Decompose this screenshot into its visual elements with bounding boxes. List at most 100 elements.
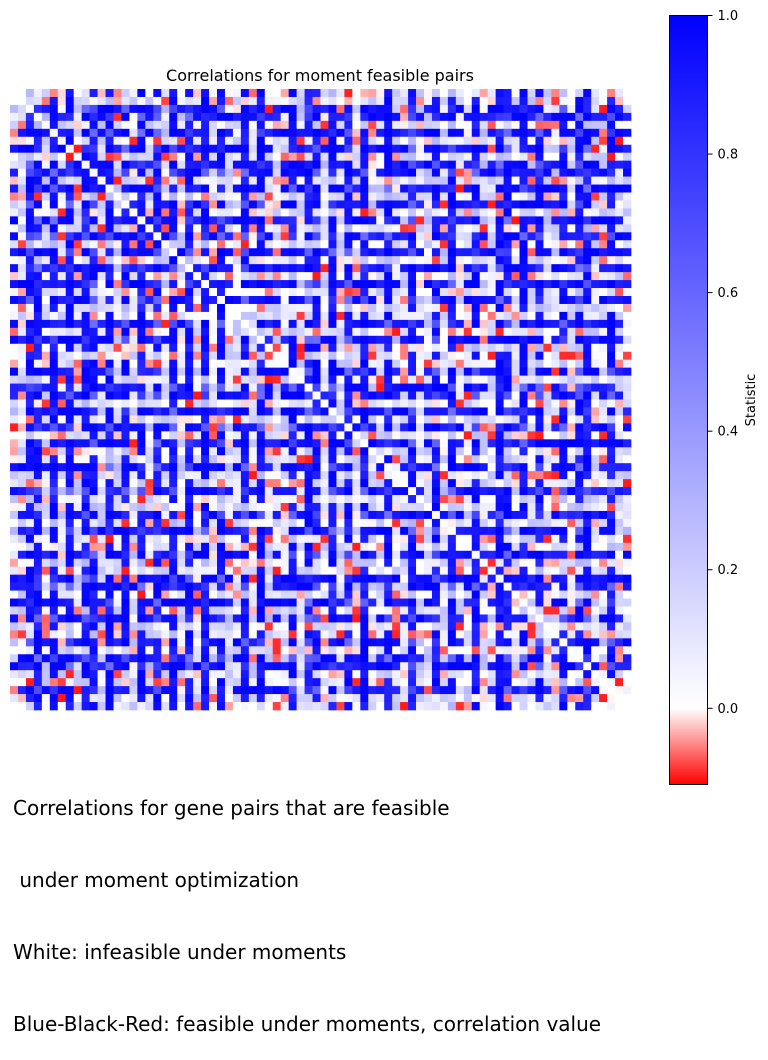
heatmap-cell <box>583 566 592 575</box>
heatmap-cell <box>487 128 496 138</box>
heatmap-cell <box>201 208 210 217</box>
heatmap-cell <box>49 288 59 297</box>
heatmap-cell <box>288 367 297 376</box>
heatmap-cell <box>583 399 592 408</box>
heatmap-cell <box>224 463 234 472</box>
heatmap-cell <box>503 184 512 193</box>
heatmap-cell <box>455 296 465 305</box>
heatmap-cell <box>360 359 369 368</box>
heatmap-cell <box>272 160 282 169</box>
heatmap-cell <box>392 423 401 432</box>
heatmap-cell <box>344 487 353 496</box>
heatmap-cell <box>623 303 632 313</box>
heatmap-cell <box>97 256 106 265</box>
heatmap-cell <box>336 303 345 313</box>
heatmap-cell <box>272 423 282 432</box>
heatmap-cell <box>360 184 369 193</box>
heatmap-cell <box>567 288 576 297</box>
heatmap-cell <box>519 558 528 568</box>
heatmap-cell <box>304 343 313 353</box>
heatmap-cell <box>431 280 441 289</box>
heatmap-cell <box>73 280 82 289</box>
heatmap-cell <box>129 160 138 169</box>
heatmap-cell <box>376 423 385 432</box>
heatmap-cell <box>607 272 616 281</box>
heatmap-cell <box>185 311 194 321</box>
heatmap-cell <box>591 550 600 560</box>
heatmap-cell <box>344 463 353 472</box>
heatmap-cell <box>81 128 90 138</box>
heatmap-cell <box>161 152 170 161</box>
heatmap-cell <box>328 168 337 177</box>
heatmap-cell <box>65 558 75 568</box>
heatmap-cell <box>17 439 27 448</box>
heatmap-cell <box>495 319 504 329</box>
heatmap-cell <box>232 495 242 504</box>
heatmap-cell <box>583 590 592 599</box>
heatmap-cell <box>312 288 321 297</box>
heatmap-cell <box>248 208 258 217</box>
heatmap-cell <box>575 296 584 305</box>
heatmap-cell <box>25 168 35 177</box>
heatmap-cell <box>97 192 106 201</box>
heatmap-cell <box>519 216 528 225</box>
heatmap-cell <box>439 144 449 154</box>
heatmap-cell <box>296 168 305 177</box>
heatmap-cell <box>551 208 560 217</box>
heatmap-cell <box>65 112 75 122</box>
heatmap-cell <box>559 558 568 568</box>
heatmap-cell <box>153 152 162 161</box>
heatmap-cell <box>400 471 409 480</box>
heatmap-cell <box>384 184 393 193</box>
heatmap-cell <box>447 168 457 177</box>
heatmap-cell <box>615 463 624 472</box>
heatmap-cell <box>408 89 417 98</box>
heatmap-cell <box>455 479 465 488</box>
heatmap-cell <box>447 184 457 193</box>
heatmap-cell <box>153 495 162 504</box>
heatmap-cell <box>256 224 266 233</box>
heatmap-cell <box>280 184 289 193</box>
heatmap-cell <box>400 89 409 98</box>
heatmap-cell <box>33 375 43 384</box>
heatmap-cell <box>511 128 520 138</box>
heatmap-cell <box>400 256 409 265</box>
heatmap-cell <box>559 280 568 289</box>
heatmap-cell <box>73 375 82 384</box>
heatmap-cell <box>463 415 473 424</box>
heatmap-cell <box>344 264 353 273</box>
heatmap-cell <box>352 542 361 552</box>
heatmap-cell <box>240 216 250 225</box>
heatmap-cell <box>145 431 154 440</box>
heatmap-cell <box>256 471 266 480</box>
heatmap-cell <box>272 439 282 448</box>
heatmap-cell <box>583 391 592 400</box>
heatmap-cell <box>193 383 202 392</box>
heatmap-cell <box>113 176 122 185</box>
heatmap-cell <box>479 399 489 408</box>
heatmap-cell <box>376 224 385 233</box>
heatmap-cell <box>153 327 162 337</box>
heatmap-cell <box>511 391 520 400</box>
heatmap-cell <box>97 319 106 329</box>
heatmap-cell <box>129 550 138 560</box>
heatmap-cell <box>471 526 481 536</box>
heatmap-cell <box>232 590 242 599</box>
heatmap-cell <box>424 471 433 480</box>
heatmap-cell <box>33 96 43 106</box>
heatmap-cell <box>599 240 608 249</box>
heatmap-cell <box>583 455 592 464</box>
heatmap-cell <box>161 232 170 241</box>
heatmap-cell <box>543 463 552 472</box>
heatmap-cell <box>113 303 122 313</box>
heatmap-cell <box>145 144 154 154</box>
heatmap-cell <box>272 574 282 583</box>
heatmap-cell <box>591 359 600 368</box>
heatmap-cell <box>185 407 194 416</box>
heatmap-cell <box>97 168 106 177</box>
heatmap-cell <box>463 407 473 416</box>
heatmap-cell <box>447 503 457 512</box>
heatmap-cell <box>57 280 67 289</box>
heatmap-cell <box>137 566 146 575</box>
heatmap-cell <box>559 216 568 225</box>
